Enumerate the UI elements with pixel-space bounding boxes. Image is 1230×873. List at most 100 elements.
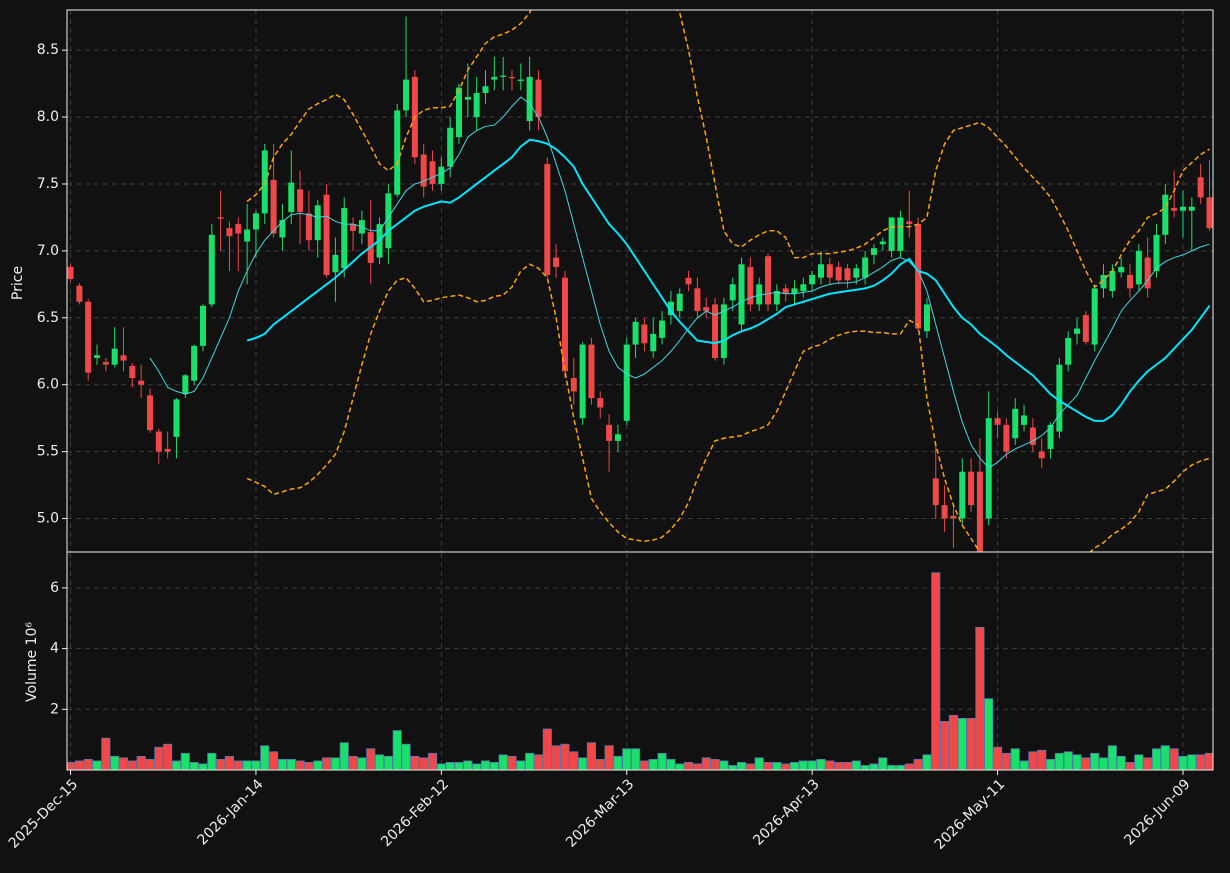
volume-bar bbox=[92, 760, 102, 770]
candle-body bbox=[738, 264, 745, 325]
volume-bar bbox=[984, 698, 994, 770]
volume-bar bbox=[1090, 752, 1100, 770]
volume-bar bbox=[374, 754, 385, 770]
volume-bar bbox=[931, 572, 941, 770]
volume-bar bbox=[940, 721, 950, 770]
candle-body bbox=[800, 284, 807, 292]
candle-body bbox=[332, 254, 339, 273]
volume-bar bbox=[269, 751, 279, 770]
volume-bar bbox=[472, 763, 482, 770]
volume-bar bbox=[127, 760, 137, 770]
volume-bar bbox=[816, 758, 826, 770]
candle-body bbox=[782, 288, 789, 294]
volume-bar bbox=[516, 760, 526, 770]
candle-body bbox=[756, 284, 763, 305]
volume-bar bbox=[860, 765, 870, 770]
volume-bar bbox=[736, 762, 747, 770]
candle-body bbox=[129, 365, 136, 379]
volume-bar bbox=[975, 626, 985, 770]
volume-bar bbox=[454, 762, 464, 770]
candle-body bbox=[729, 284, 736, 301]
volume-bar bbox=[569, 751, 579, 770]
volume-bar bbox=[948, 714, 958, 770]
candle-body bbox=[870, 248, 877, 255]
volume-bar bbox=[463, 760, 473, 770]
volume-bar bbox=[533, 754, 544, 770]
volume-bar bbox=[101, 737, 111, 770]
volume-bar bbox=[233, 760, 243, 770]
volume-bar bbox=[613, 755, 623, 770]
volume-bar bbox=[834, 762, 844, 770]
volume-bar bbox=[1028, 751, 1038, 770]
candle-body bbox=[561, 277, 568, 372]
volume-bar bbox=[339, 742, 349, 770]
volume-bar bbox=[887, 765, 897, 770]
y-tick-label: 6.0 bbox=[37, 377, 59, 393]
y-tick-label: 8.0 bbox=[37, 109, 59, 125]
volume-bar bbox=[1098, 757, 1109, 770]
candle-body bbox=[950, 515, 957, 519]
volume-bar bbox=[648, 758, 658, 770]
candle-body bbox=[456, 87, 463, 138]
y2-tick-label: 6 bbox=[50, 580, 59, 596]
volume-bar bbox=[110, 755, 120, 770]
candle-body bbox=[85, 301, 92, 373]
volume-bar bbox=[684, 762, 694, 770]
volume-bar bbox=[657, 752, 667, 770]
volume-bar bbox=[631, 748, 641, 770]
price-panel bbox=[67, 10, 1213, 552]
candle-body bbox=[500, 75, 507, 77]
candle-body bbox=[579, 344, 586, 419]
candle-body bbox=[994, 418, 1001, 425]
candle-body bbox=[1091, 288, 1098, 345]
volume-bar bbox=[922, 754, 932, 770]
candle-body bbox=[1162, 194, 1169, 235]
volume-bar bbox=[869, 763, 879, 770]
candle-body bbox=[438, 166, 445, 184]
candle-body bbox=[570, 378, 577, 392]
volume-bar bbox=[1063, 751, 1073, 770]
volume-bar bbox=[322, 757, 332, 770]
volume-bar bbox=[851, 760, 861, 770]
candle-body bbox=[862, 257, 869, 278]
candle-body bbox=[288, 182, 295, 213]
candle-body bbox=[1144, 257, 1151, 289]
candle-body bbox=[606, 424, 613, 441]
candle-body bbox=[1003, 424, 1010, 452]
volume-bar bbox=[304, 762, 314, 770]
volume-bar bbox=[525, 752, 535, 770]
candle-body bbox=[182, 375, 189, 395]
candle-body bbox=[464, 96, 471, 100]
volume-bar bbox=[719, 760, 729, 770]
volume-bar bbox=[401, 743, 411, 770]
candle-body bbox=[897, 217, 904, 251]
candle-body bbox=[720, 304, 727, 358]
candle-body bbox=[217, 217, 224, 219]
volume-bar bbox=[904, 763, 914, 770]
candle-body bbox=[1118, 266, 1125, 273]
candle-body bbox=[1021, 415, 1028, 425]
volume-bar bbox=[1125, 762, 1135, 770]
volume-bar bbox=[1107, 745, 1117, 770]
candle-body bbox=[491, 76, 498, 80]
volume-bar bbox=[507, 755, 517, 770]
candle-body bbox=[76, 285, 83, 302]
candle-body bbox=[747, 266, 754, 305]
y-tick-label: 7.0 bbox=[37, 243, 59, 259]
y2-tick-label: 4 bbox=[50, 641, 59, 657]
candle-body bbox=[888, 217, 895, 251]
volume-bar bbox=[180, 752, 190, 770]
volume-bar bbox=[772, 762, 782, 770]
volume-bar bbox=[145, 758, 155, 770]
candle-body bbox=[1109, 270, 1116, 292]
candle-body bbox=[685, 277, 692, 285]
volume-bar bbox=[586, 742, 596, 770]
volume-bar bbox=[224, 755, 235, 770]
candle-body bbox=[1038, 451, 1045, 459]
candle-body bbox=[535, 79, 542, 118]
candle-body bbox=[1179, 206, 1186, 211]
candle-body bbox=[403, 79, 410, 111]
candle-body bbox=[270, 179, 277, 234]
candle-body bbox=[817, 264, 824, 278]
candle-body bbox=[906, 221, 913, 225]
